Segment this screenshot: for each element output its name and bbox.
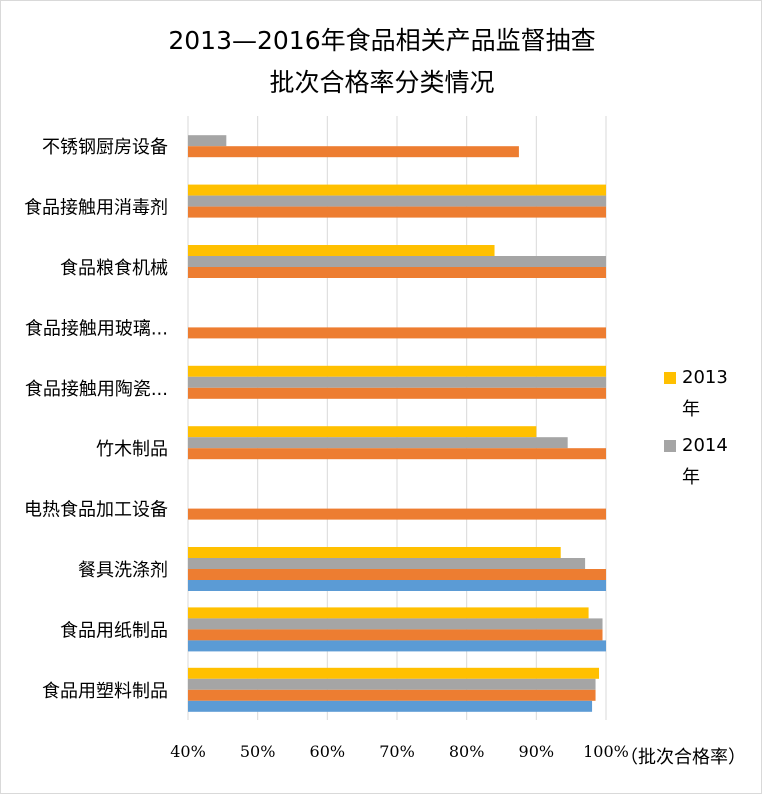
bar-6-series-2 <box>188 508 606 520</box>
legend-swatch-2013 <box>664 372 676 384</box>
chart-title-line-2: 批次合格率分类情况 <box>269 68 495 97</box>
bar-9-series-0 <box>188 667 600 679</box>
bar-7-series-0 <box>188 547 561 558</box>
bar-9-series-2 <box>188 689 596 701</box>
bar-5-series-1 <box>188 437 568 449</box>
legend-label-2014: 2014年 <box>682 435 728 488</box>
category-label-2: 食品粮食机械 <box>60 258 168 279</box>
legend-item-2013: 2013年 <box>664 362 764 426</box>
bar-5-series-2 <box>188 448 606 460</box>
bar-1-series-1 <box>188 195 606 207</box>
bar-3-series-2 <box>188 327 606 339</box>
bar-9-series-1 <box>188 678 596 690</box>
bar-8-series-0 <box>188 607 589 619</box>
x-tick-label-6: 100% <box>583 742 629 761</box>
bar-8-series-2 <box>188 629 603 641</box>
bar-7-series-3 <box>188 580 606 591</box>
bar-9-series-3 <box>188 700 593 712</box>
bar-8-series-1 <box>188 618 603 630</box>
bar-8-series-3 <box>188 640 606 652</box>
bar-1-series-0 <box>188 184 606 196</box>
category-label-3: 食品接触用玻璃... <box>25 318 168 339</box>
category-label-6: 电热食品加工设备 <box>24 500 168 521</box>
bar-7-series-1 <box>188 558 586 569</box>
bar-4-series-0 <box>188 365 606 377</box>
legend-label-2013: 2013年 <box>682 367 728 420</box>
bar-2-series-0 <box>188 245 495 256</box>
x-tick-label-3: 70% <box>379 742 415 761</box>
category-label-4: 食品接触用陶瓷... <box>25 379 168 400</box>
bar-1-series-2 <box>188 206 606 218</box>
category-label-5: 竹木制品 <box>96 439 168 460</box>
legend-item-2014: 2014年 <box>664 430 764 494</box>
x-tick-labels: 40% 50% 60% 70% 80% 90% 100% <box>170 742 629 761</box>
bar-0-series-2 <box>188 146 519 158</box>
bar-2-series-1 <box>188 256 606 267</box>
x-axis-unit-label: （批次合格率） <box>620 747 746 768</box>
bars <box>188 135 606 712</box>
x-tick-label-1: 50% <box>240 742 276 761</box>
category-label-7: 餐具洗涤剂 <box>78 560 168 581</box>
x-tick-label-4: 80% <box>449 742 485 761</box>
bar-0-series-1 <box>188 135 227 147</box>
bar-2-series-2 <box>188 267 606 278</box>
x-tick-label-0: 40% <box>170 742 206 761</box>
legend-swatch-2014 <box>664 440 676 452</box>
chart-title-line-1: 2013—2016年食品相关产品监督抽查 <box>168 26 596 55</box>
category-label-9: 食品用塑料制品 <box>42 681 168 702</box>
x-tick-label-5: 90% <box>519 742 555 761</box>
chart-title: 2013—2016年食品相关产品监督抽查 批次合格率分类情况 <box>0 20 764 104</box>
category-label-0: 不锈钢厨房设备 <box>42 137 168 158</box>
bar-4-series-1 <box>188 376 606 388</box>
bar-7-series-2 <box>188 569 606 580</box>
category-label-1: 食品接触用消毒剂 <box>24 198 168 219</box>
x-tick-label-2: 60% <box>310 742 346 761</box>
category-label-8: 食品用纸制品 <box>60 620 168 641</box>
bar-5-series-0 <box>188 426 537 438</box>
bar-4-series-2 <box>188 387 606 399</box>
